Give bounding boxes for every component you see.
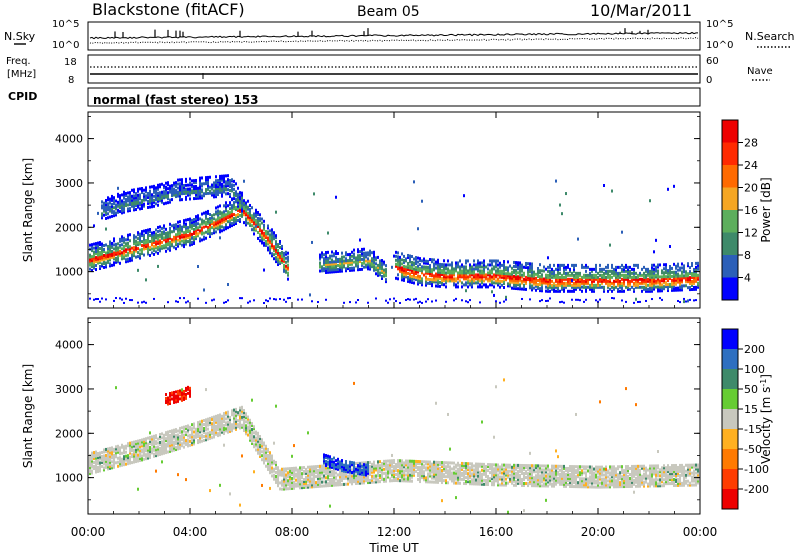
power-colorbar-tick: 8 xyxy=(744,249,751,262)
power-colorbar: 28 24 20 16 12 8 4 Power [dB] xyxy=(721,119,773,301)
power-colorbar-tick: 28 xyxy=(744,137,758,150)
freq-panel: Freq. [MHz] 18 8 60 0 Nave xyxy=(6,54,773,86)
power-colorbar-tick: 20 xyxy=(744,182,758,195)
n-search-label: N.Search xyxy=(745,30,795,43)
range-tick-label: 3000 xyxy=(55,383,83,396)
mhz-label: [MHz] xyxy=(7,69,36,80)
velocity-colorbar-tick: 100 xyxy=(744,363,765,376)
velocity-colorbar-tick: -100 xyxy=(744,463,769,476)
velocity-colorbar: 200 100 50 15 -15 -50 -100 -200 Velocity [m s-1… xyxy=(721,328,774,510)
noise-sky-trace xyxy=(89,31,698,40)
range-tick-label: 4000 xyxy=(55,339,83,352)
nave-tick-low: 0 xyxy=(706,75,712,86)
velocity-data xyxy=(89,378,699,514)
time-tick-label: 20:00 xyxy=(581,525,616,539)
range-tick-label: 4000 xyxy=(55,133,83,146)
nave-label: Nave xyxy=(747,66,773,77)
velocity-colorbar-tick: -15 xyxy=(744,423,762,436)
cpid-text: normal (fast stereo) 153 xyxy=(93,93,259,107)
noise-tick-high: 10^5 xyxy=(52,19,79,30)
range-tick-label: 2000 xyxy=(55,221,83,234)
freq-tick-low: 8 xyxy=(68,75,74,86)
velocity-colorbar-tick: 15 xyxy=(744,403,758,416)
velocity-colorbar-tick: -50 xyxy=(744,443,762,456)
velocity-range-axis-label: Slant Range [km] xyxy=(21,364,35,468)
range-tick-label: 1000 xyxy=(55,266,83,279)
time-tick-label: 08:00 xyxy=(275,525,310,539)
noise-right-tick-high: 10^5 xyxy=(706,19,733,30)
beam-title: Beam 05 xyxy=(357,4,420,20)
freq-label: Freq. xyxy=(6,56,31,67)
noise-search-trace xyxy=(89,36,699,45)
range-tick-label: 2000 xyxy=(55,427,83,440)
velocity-colorbar-label: Velocity [m s-1] xyxy=(759,374,774,464)
nave-tick-high: 60 xyxy=(706,56,719,67)
time-axis: 00:00 04:00 08:00 12:00 16:00 20:00 00:00 xyxy=(71,112,718,539)
cpid-panel: CPID normal (fast stereo) 153 xyxy=(8,87,701,107)
time-axis-label: Time UT xyxy=(368,541,419,554)
freq-tick-high: 18 xyxy=(64,57,77,68)
power-colorbar-tick: 16 xyxy=(744,204,758,217)
time-tick-label: 16:00 xyxy=(479,525,514,539)
power-data xyxy=(89,174,699,304)
velocity-colorbar-tick: -200 xyxy=(744,483,769,496)
velocity-panel: 4000 3000 2000 1000 Slant Range [km] xyxy=(21,317,701,515)
time-tick-label: 00:00 xyxy=(683,525,718,539)
station-title: Blackstone (fitACF) xyxy=(92,0,245,19)
noise-tick-low: 10^0 xyxy=(52,40,79,51)
date-title: 10/Mar/2011 xyxy=(590,1,692,20)
range-tick-label: 1000 xyxy=(55,472,83,485)
power-colorbar-tick: 12 xyxy=(744,227,758,240)
time-tick-label: 00:00 xyxy=(71,525,106,539)
power-colorbar-label: Power [dB] xyxy=(759,177,773,242)
power-colorbar-tick: 24 xyxy=(744,159,758,172)
n-sky-label: N.Sky xyxy=(4,30,36,43)
noise-right-tick-low: 10^0 xyxy=(706,40,733,51)
velocity-colorbar-tick: 50 xyxy=(744,383,758,396)
velocity-colorbar-tick: 200 xyxy=(744,343,765,356)
noise-panel: N.Sky 10^5 10^0 10^5 10^0 N.Search xyxy=(4,19,795,51)
time-tick-label: 12:00 xyxy=(377,525,412,539)
time-tick-label: 04:00 xyxy=(173,525,208,539)
power-colorbar-tick: 4 xyxy=(744,272,751,285)
power-panel: 4000 3000 2000 1000 Slant Range [km] xyxy=(21,111,701,309)
range-tick-label: 3000 xyxy=(55,177,83,190)
cpid-label: CPID xyxy=(8,90,37,103)
power-range-axis-label: Slant Range [km] xyxy=(21,158,35,262)
